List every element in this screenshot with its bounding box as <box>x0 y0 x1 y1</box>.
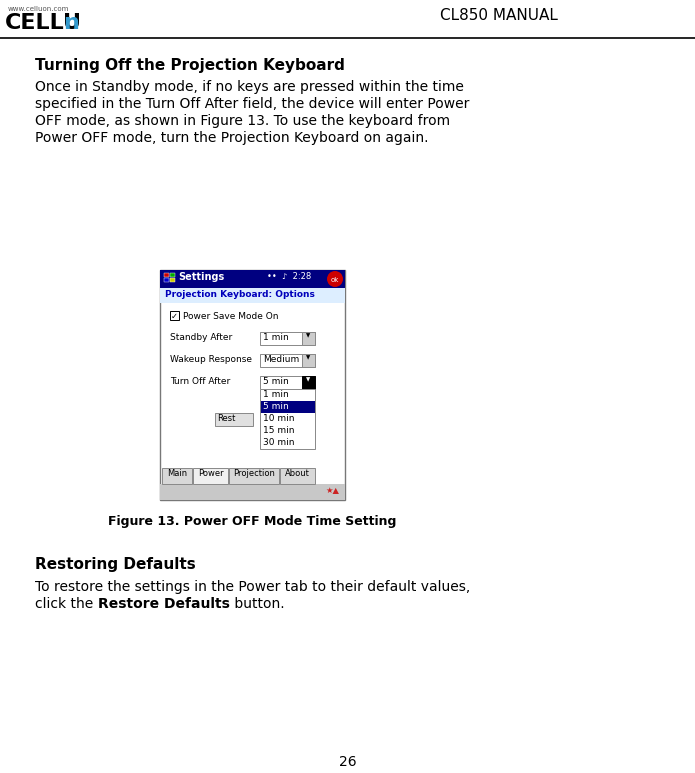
Text: Settings: Settings <box>178 272 224 282</box>
Text: ★▲: ★▲ <box>325 486 339 495</box>
Text: 5 min: 5 min <box>263 377 288 386</box>
Bar <box>302 332 315 345</box>
Text: 10 min: 10 min <box>263 414 295 423</box>
Text: ▼: ▼ <box>306 377 310 383</box>
Text: Restore Defaults: Restore Defaults <box>97 597 229 611</box>
Text: CELLU: CELLU <box>5 13 82 33</box>
Text: To restore the settings in the Power tab to their default values,: To restore the settings in the Power tab… <box>35 580 471 594</box>
Text: ▼: ▼ <box>306 356 310 360</box>
Text: Turning Off the Projection Keyboard: Turning Off the Projection Keyboard <box>35 58 345 73</box>
Bar <box>302 354 315 367</box>
Text: Power Save Mode On: Power Save Mode On <box>183 312 279 321</box>
Bar <box>260 389 315 401</box>
Text: n: n <box>63 13 79 33</box>
Text: www.celluon.com: www.celluon.com <box>8 6 70 12</box>
Text: Power: Power <box>197 469 223 478</box>
Bar <box>260 332 315 345</box>
Text: Rest: Rest <box>217 414 236 423</box>
Text: Main: Main <box>167 469 187 478</box>
Text: Medium: Medium <box>263 355 300 364</box>
Bar <box>170 273 175 277</box>
Text: ✓: ✓ <box>171 312 178 321</box>
Text: Restoring Defaults: Restoring Defaults <box>35 557 196 572</box>
Text: About: About <box>285 469 310 478</box>
Text: Once in Standby mode, if no keys are pressed within the time: Once in Standby mode, if no keys are pre… <box>35 80 464 94</box>
Text: 1 min: 1 min <box>263 333 288 342</box>
Circle shape <box>327 271 343 287</box>
Bar <box>215 413 253 426</box>
Bar <box>260 413 315 425</box>
Bar <box>160 270 345 288</box>
Text: Figure 13. Power OFF Mode Time Setting: Figure 13. Power OFF Mode Time Setting <box>108 515 397 528</box>
Bar <box>260 389 315 449</box>
Text: Standby After: Standby After <box>170 333 232 342</box>
Bar <box>164 278 169 282</box>
Bar <box>260 437 315 449</box>
Text: 30 min: 30 min <box>263 438 295 447</box>
Bar <box>229 468 279 484</box>
Bar <box>302 376 315 389</box>
Bar <box>260 354 315 367</box>
Bar <box>280 468 315 484</box>
Bar <box>170 311 179 320</box>
Text: specified in the Turn Off After field, the device will enter Power: specified in the Turn Off After field, t… <box>35 97 469 111</box>
Text: 26: 26 <box>338 755 357 769</box>
Bar <box>260 425 315 437</box>
Text: 15 min: 15 min <box>263 426 295 435</box>
Text: OFF mode, as shown in Figure 13. To use the keyboard from: OFF mode, as shown in Figure 13. To use … <box>35 114 450 128</box>
Bar <box>164 273 169 277</box>
Text: 5 min: 5 min <box>263 402 288 411</box>
Bar <box>160 484 345 500</box>
Text: click the: click the <box>35 597 97 611</box>
Bar <box>170 278 175 282</box>
Text: Projection Keyboard: Options: Projection Keyboard: Options <box>165 290 315 299</box>
Text: Power OFF mode, turn the Projection Keyboard on again.: Power OFF mode, turn the Projection Keyb… <box>35 131 429 145</box>
Text: Wakeup Response: Wakeup Response <box>170 355 252 364</box>
Text: ▼: ▼ <box>306 333 310 339</box>
Text: Turn Off After: Turn Off After <box>170 377 230 386</box>
Bar <box>193 468 228 484</box>
Text: ••  ♪  2:28: •• ♪ 2:28 <box>267 272 311 281</box>
Text: 1 min: 1 min <box>263 390 288 399</box>
Text: ok: ok <box>331 277 339 283</box>
Bar <box>162 468 192 484</box>
Bar <box>160 288 345 303</box>
Bar <box>260 376 315 389</box>
Bar <box>260 401 315 413</box>
Bar <box>160 270 345 500</box>
Text: button.: button. <box>229 597 284 611</box>
Text: Projection: Projection <box>233 469 275 478</box>
Text: CL850 MANUAL: CL850 MANUAL <box>440 8 558 23</box>
